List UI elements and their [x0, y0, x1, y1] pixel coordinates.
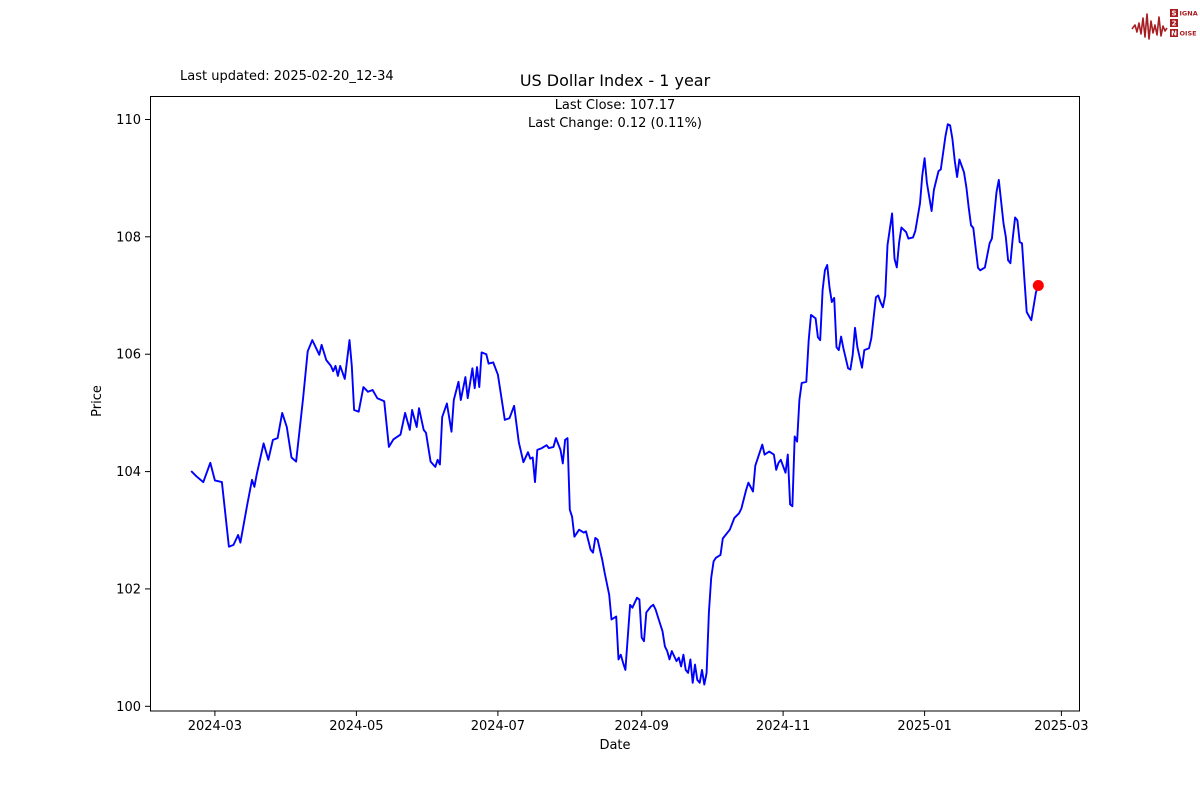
- logo-letter-n: N: [1171, 30, 1177, 38]
- last-close-label: Last Close: 107.17: [554, 98, 676, 113]
- chart-title: US Dollar Index - 1 year: [519, 71, 711, 90]
- x-tick-label: 2024-11: [756, 719, 810, 734]
- y-axis-label: Price: [90, 385, 105, 417]
- y-tick-label: 106: [116, 348, 141, 363]
- x-tick-label: 2024-03: [188, 719, 242, 734]
- signal2noise-logo: S IGNAL 2 N OISE: [1131, 9, 1199, 40]
- x-tick-label: 2024-05: [329, 719, 383, 734]
- y-tick-label: 110: [116, 113, 141, 128]
- price-line: [190, 123, 1040, 686]
- last-price-marker: [1032, 280, 1044, 291]
- x-axis-label: Date: [599, 738, 631, 753]
- waveform-icon: [1131, 13, 1168, 40]
- x-axis-ticks: 2024-03 2024-05 2024-07 2024-09 2024-11 2025-…: [188, 711, 1089, 734]
- y-tick-label: 108: [116, 230, 141, 245]
- logo-letter-s: S: [1171, 10, 1176, 18]
- logo-word-signal: IGNAL: [1180, 10, 1199, 18]
- last-change-label: Last Change: 0.12 (0.11%): [527, 116, 702, 131]
- y-tick-label: 102: [116, 582, 141, 597]
- logo-square-s: [1170, 9, 1178, 17]
- y-tick-label: 104: [116, 465, 141, 480]
- x-tick-label: 2025-03: [1034, 719, 1088, 734]
- logo-square-n: [1170, 29, 1178, 37]
- logo-word-noise: OISE: [1180, 30, 1197, 38]
- y-tick-label: 100: [116, 700, 141, 715]
- plot-border: [150, 96, 1080, 712]
- x-tick-label: 2024-07: [471, 719, 525, 734]
- last-updated-label: Last updated: 2025-02-20_12-34: [180, 69, 394, 84]
- x-tick-label: 2025-01: [897, 719, 951, 734]
- x-tick-label: 2024-09: [615, 719, 669, 734]
- logo-letter-2: 2: [1172, 20, 1177, 28]
- y-axis-ticks: 100 102 104 106 108 110: [116, 113, 150, 715]
- logo-square-2: [1170, 19, 1178, 27]
